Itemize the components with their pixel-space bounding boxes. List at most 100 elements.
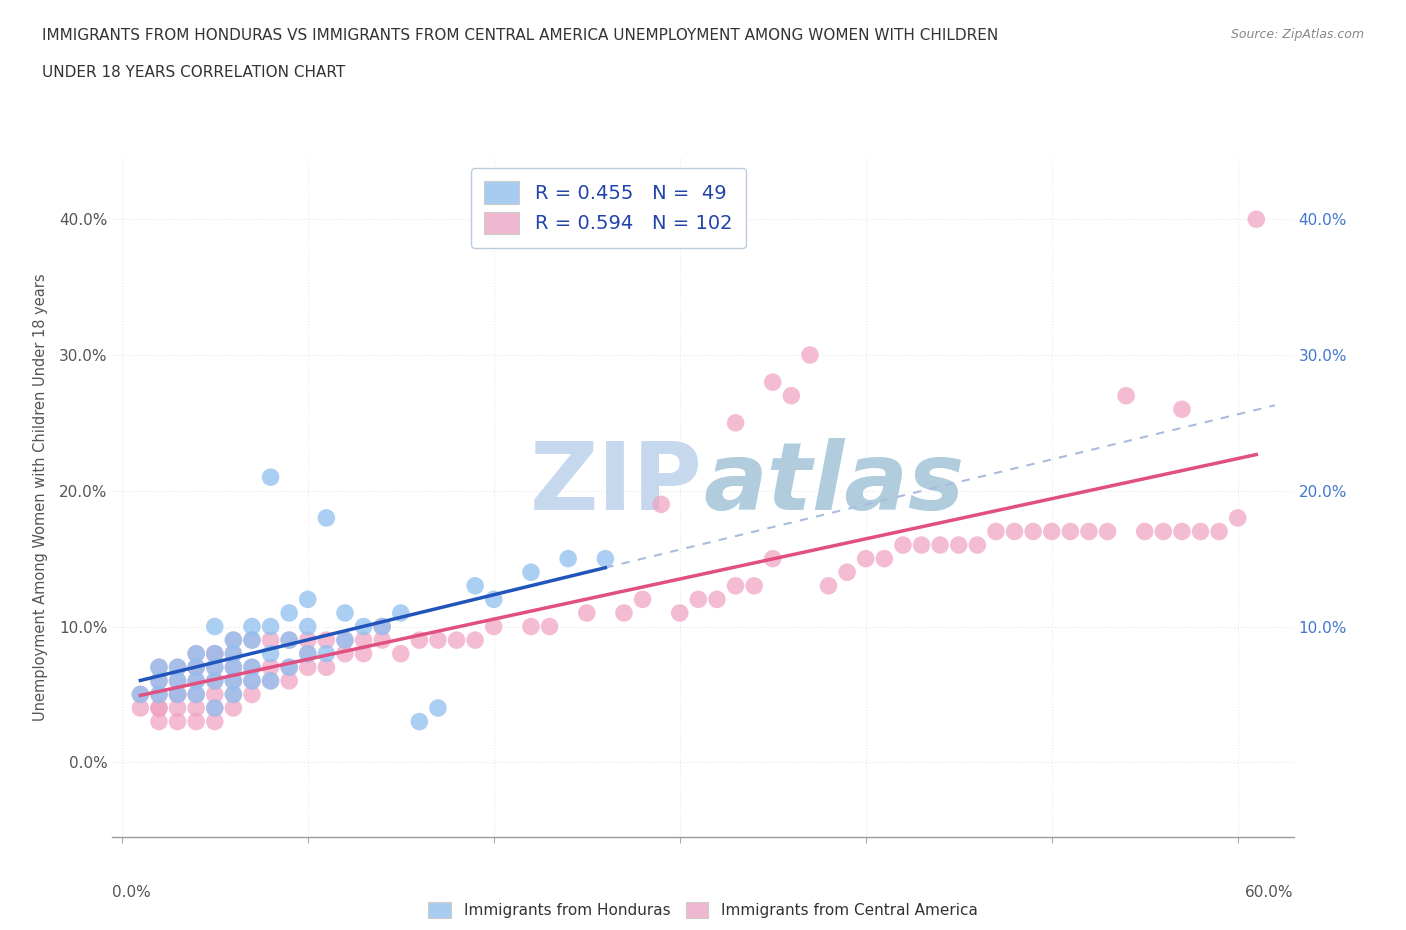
Point bbox=[742, 578, 765, 593]
Point bbox=[837, 565, 859, 579]
Point bbox=[222, 687, 245, 702]
Point bbox=[631, 592, 654, 607]
Point bbox=[204, 700, 226, 715]
Point bbox=[1040, 524, 1063, 538]
Point bbox=[259, 660, 281, 675]
Point bbox=[204, 673, 226, 688]
Point bbox=[353, 646, 375, 661]
Point bbox=[315, 646, 337, 661]
Point bbox=[166, 687, 188, 702]
Point bbox=[259, 673, 281, 688]
Point bbox=[333, 632, 356, 647]
Point bbox=[222, 673, 245, 688]
Point bbox=[148, 714, 170, 729]
Point bbox=[557, 551, 579, 566]
Point bbox=[166, 714, 188, 729]
Point bbox=[929, 538, 952, 552]
Point bbox=[186, 673, 208, 688]
Point bbox=[1059, 524, 1081, 538]
Point bbox=[204, 646, 226, 661]
Point bbox=[166, 700, 188, 715]
Point bbox=[240, 687, 263, 702]
Point bbox=[278, 673, 301, 688]
Point bbox=[650, 497, 672, 512]
Point bbox=[724, 578, 747, 593]
Point bbox=[371, 619, 394, 634]
Point bbox=[240, 673, 263, 688]
Point bbox=[948, 538, 970, 552]
Point bbox=[333, 632, 356, 647]
Text: IMMIGRANTS FROM HONDURAS VS IMMIGRANTS FROM CENTRAL AMERICA UNEMPLOYMENT AMONG W: IMMIGRANTS FROM HONDURAS VS IMMIGRANTS F… bbox=[42, 28, 998, 43]
Point bbox=[1226, 511, 1249, 525]
Text: 0.0%: 0.0% bbox=[112, 885, 152, 900]
Point bbox=[240, 632, 263, 647]
Point bbox=[1208, 524, 1230, 538]
Y-axis label: Unemployment Among Women with Children Under 18 years: Unemployment Among Women with Children U… bbox=[32, 273, 48, 722]
Point bbox=[259, 646, 281, 661]
Point bbox=[353, 632, 375, 647]
Point bbox=[315, 511, 337, 525]
Point bbox=[166, 687, 188, 702]
Point bbox=[148, 700, 170, 715]
Point bbox=[166, 687, 188, 702]
Point bbox=[129, 687, 152, 702]
Text: atlas: atlas bbox=[703, 438, 965, 530]
Point bbox=[724, 416, 747, 431]
Point bbox=[186, 714, 208, 729]
Point bbox=[222, 673, 245, 688]
Point bbox=[446, 632, 468, 647]
Point bbox=[873, 551, 896, 566]
Point bbox=[1171, 402, 1194, 417]
Point bbox=[186, 700, 208, 715]
Point bbox=[799, 348, 821, 363]
Point bbox=[222, 660, 245, 675]
Point bbox=[780, 389, 803, 404]
Point bbox=[186, 687, 208, 702]
Point bbox=[204, 687, 226, 702]
Point bbox=[240, 673, 263, 688]
Point bbox=[706, 592, 728, 607]
Text: Source: ZipAtlas.com: Source: ZipAtlas.com bbox=[1230, 28, 1364, 41]
Text: 60.0%: 60.0% bbox=[1246, 885, 1294, 900]
Point bbox=[966, 538, 988, 552]
Point bbox=[333, 605, 356, 620]
Point bbox=[204, 646, 226, 661]
Point bbox=[1097, 524, 1119, 538]
Point bbox=[186, 646, 208, 661]
Point bbox=[297, 592, 319, 607]
Point bbox=[426, 632, 449, 647]
Point bbox=[297, 632, 319, 647]
Point bbox=[668, 605, 690, 620]
Point bbox=[1189, 524, 1212, 538]
Point bbox=[278, 605, 301, 620]
Point bbox=[408, 714, 430, 729]
Point bbox=[426, 700, 449, 715]
Point bbox=[1022, 524, 1045, 538]
Point bbox=[389, 646, 412, 661]
Point bbox=[817, 578, 839, 593]
Point bbox=[520, 565, 543, 579]
Point bbox=[186, 660, 208, 675]
Point bbox=[538, 619, 561, 634]
Point bbox=[148, 660, 170, 675]
Point bbox=[408, 632, 430, 647]
Point bbox=[148, 687, 170, 702]
Point bbox=[204, 673, 226, 688]
Point bbox=[1171, 524, 1194, 538]
Point bbox=[129, 687, 152, 702]
Point bbox=[166, 673, 188, 688]
Point bbox=[204, 619, 226, 634]
Point bbox=[1077, 524, 1099, 538]
Point bbox=[186, 660, 208, 675]
Point bbox=[148, 673, 170, 688]
Point bbox=[222, 646, 245, 661]
Point bbox=[204, 714, 226, 729]
Point bbox=[371, 632, 394, 647]
Point bbox=[575, 605, 598, 620]
Point bbox=[240, 632, 263, 647]
Point bbox=[353, 619, 375, 634]
Point bbox=[186, 673, 208, 688]
Point bbox=[910, 538, 932, 552]
Point bbox=[297, 646, 319, 661]
Point bbox=[204, 700, 226, 715]
